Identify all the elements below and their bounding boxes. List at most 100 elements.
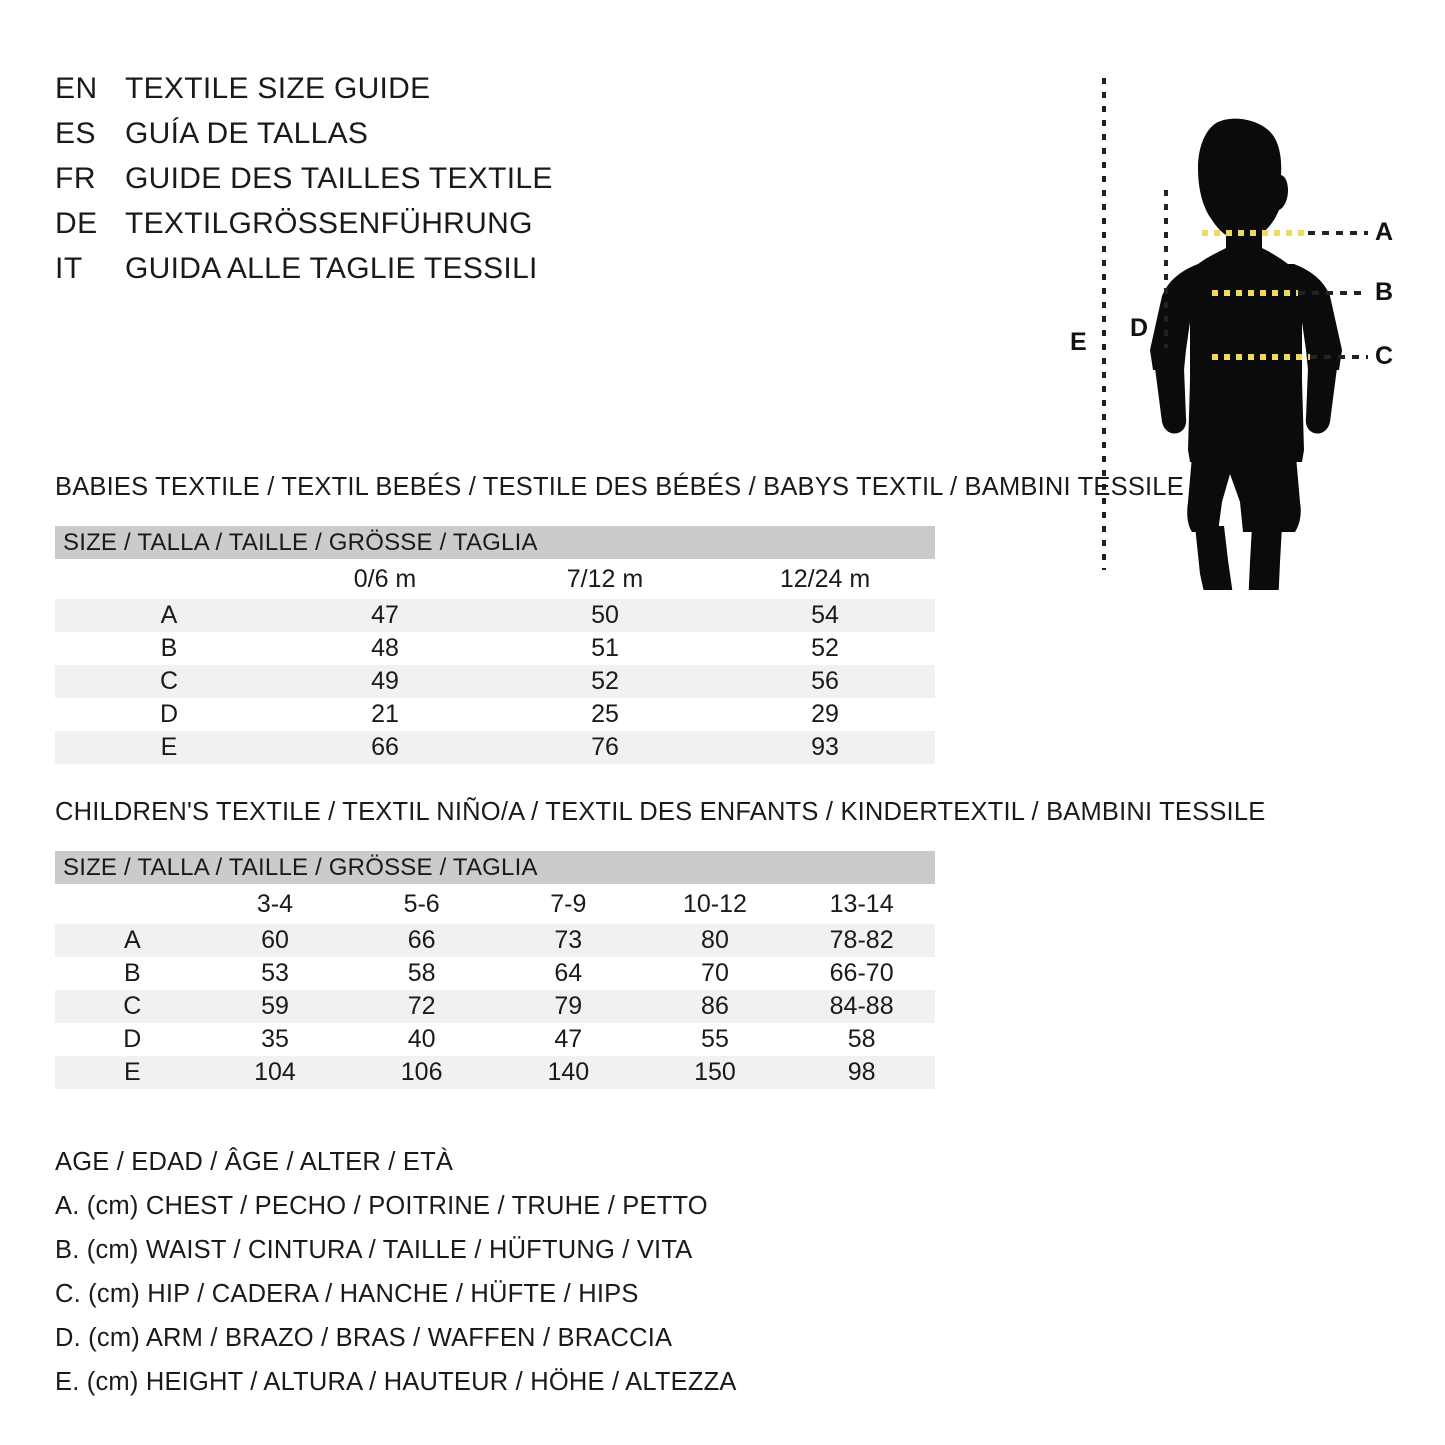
dimension-label-e: E [1070,328,1088,356]
table-cell: 35 [261,1025,289,1053]
table-cell: 56 [715,665,935,698]
language-row: DE TEXTILGRÖSSENFÜHRUNG [55,207,675,252]
babies-size-section: BABIES TEXTILE / TEXTIL BEBÉS / TESTILE … [55,473,1195,764]
table-cell: 60 [201,924,349,957]
children-section-title: CHILDREN'S TEXTILE / TEXTIL NIÑO/A / TEX… [55,798,1266,826]
table-cell: 50 [495,599,715,632]
table-band-label: SIZE / TALLA / TAILLE / GRÖSSE / TAGLIA [55,851,935,884]
row-label-cell: E [55,1056,202,1089]
dimension-label-a: A [1375,218,1394,246]
table-cell: 70 [701,959,729,987]
table-corner-cell [55,559,275,599]
table-cell: 48 [371,634,399,662]
language-row: IT GUIDA ALLE TAGLIE TESSILI [55,252,675,297]
language-code: EN [55,72,98,105]
column-header-cell: 13-14 [788,884,935,924]
table-cell: 54 [715,599,935,632]
table-row: D 35 40 47 55 58 [55,1023,935,1056]
table-cell: 58 [407,959,436,987]
table-cell: 64 [554,959,583,987]
table-cell: 73 [494,924,642,957]
column-header-cell: 5-6 [348,884,495,924]
legend-line: E. (cm) HEIGHT / ALTURA / HAUTEUR / HÖHE… [55,1368,737,1396]
table-cell: 52 [811,634,839,662]
table-cell: 25 [591,700,619,728]
language-title: TEXTILE SIZE GUIDE [125,72,431,105]
language-row: FR GUIDE DES TAILLES TEXTILE [55,162,675,207]
table-cell: 55 [701,1025,729,1053]
table-cell: 47 [275,599,495,632]
children-table-body: SIZE / TALLA / TAILLE / GRÖSSE / TAGLIA 3… [55,851,935,1089]
table-column-header-row: 0/6 m 7/12 m 12/24 m [55,559,935,599]
column-header-cell: 7-9 [494,884,642,924]
table-cell: 59 [201,990,349,1023]
language-row: EN TEXTILE SIZE GUIDE [55,72,675,117]
table-cell: 47 [554,1025,583,1053]
column-header-cell: 3-4 [201,884,349,924]
babies-table-body: SIZE / TALLA / TAILLE / GRÖSSE / TAGLIA 0… [55,526,935,764]
table-cell: 66 [348,924,495,957]
language-title: GUIDA ALLE TAGLIE TESSILI [125,252,538,285]
table-cell: 93 [715,731,935,764]
table-cell: 84-88 [788,990,935,1023]
table-corner-cell [55,884,202,924]
babies-size-table: SIZE / TALLA / TAILLE / GRÖSSE / TAGLIA 0… [55,526,935,764]
row-label-cell: C [55,665,275,698]
table-cell: 53 [261,959,289,987]
table-cell: 52 [495,665,715,698]
language-title: TEXTILGRÖSSENFÜHRUNG [125,207,533,240]
children-size-table: SIZE / TALLA / TAILLE / GRÖSSE / TAGLIA 3… [55,851,935,1089]
table-column-header-row: 3-4 5-6 7-9 10-12 13-14 [55,884,935,924]
column-header-cell: 10-12 [641,884,789,924]
dimension-label-d: D [1130,314,1149,342]
table-cell: 29 [811,700,839,728]
language-header-block: EN TEXTILE SIZE GUIDE ES GUÍA DE TALLAS FR GU… [55,72,675,297]
row-label-cell: A [55,599,275,632]
table-cell: 58 [847,1025,876,1053]
column-header-cell: 12/24 m [715,559,935,599]
language-title: GUÍA DE TALLAS [125,117,369,150]
children-size-section: CHILDREN'S TEXTILE / TEXTIL NIÑO/A / TEX… [55,798,1266,1089]
table-cell: 49 [275,665,495,698]
table-cell: 66-70 [829,959,894,987]
legend-line: AGE / EDAD / ÂGE / ALTER / ETÀ [55,1148,454,1176]
row-label-cell: B [123,959,141,987]
language-code: FR [55,162,96,195]
table-row: C 49 52 56 [55,665,935,698]
table-row: D 21 25 29 [55,698,935,731]
table-cell: 140 [494,1056,642,1089]
row-label-cell: A [55,924,202,957]
row-label-cell: D [159,700,179,728]
table-cell: 79 [494,990,642,1023]
table-row: A 60 66 73 80 78-82 [55,924,935,957]
table-band-header-row: SIZE / TALLA / TAILLE / GRÖSSE / TAGLIA [55,526,935,559]
row-label-cell: B [160,634,178,662]
column-header-cell: 7/12 m [495,559,715,599]
language-code: IT [55,252,83,285]
table-cell: 86 [641,990,789,1023]
measurement-figure-panel: E D A B C [1040,50,1445,590]
child-silhouette-diagram [1102,78,1368,590]
dimension-label-b: B [1375,278,1394,306]
table-cell: 72 [348,990,495,1023]
row-label-cell: D [123,1025,142,1053]
table-cell: 150 [641,1056,789,1089]
table-band-label: SIZE / TALLA / TAILLE / GRÖSSE / TAGLIA [55,526,935,559]
table-row: B 53 58 64 70 66-70 [55,957,935,990]
table-cell: 78-82 [788,924,935,957]
table-cell: 106 [348,1056,495,1089]
table-cell: 104 [201,1056,349,1089]
table-cell: 66 [275,731,495,764]
row-label-cell: E [55,731,275,764]
table-band-header-row: SIZE / TALLA / TAILLE / GRÖSSE / TAGLIA [55,851,935,884]
babies-section-title: BABIES TEXTILE / TEXTIL BEBÉS / TESTILE … [55,473,1184,501]
table-cell: 40 [407,1025,436,1053]
silhouette-shape [1150,118,1342,590]
table-cell: 80 [641,924,789,957]
language-title: GUIDE DES TAILLES TEXTILE [125,162,553,195]
legend-line: B. (cm) WAIST / CINTURA / TAILLE / HÜFTU… [55,1236,693,1264]
language-code: ES [55,117,97,150]
table-cell: 98 [788,1056,935,1089]
language-code: DE [55,207,98,240]
table-cell: 76 [495,731,715,764]
